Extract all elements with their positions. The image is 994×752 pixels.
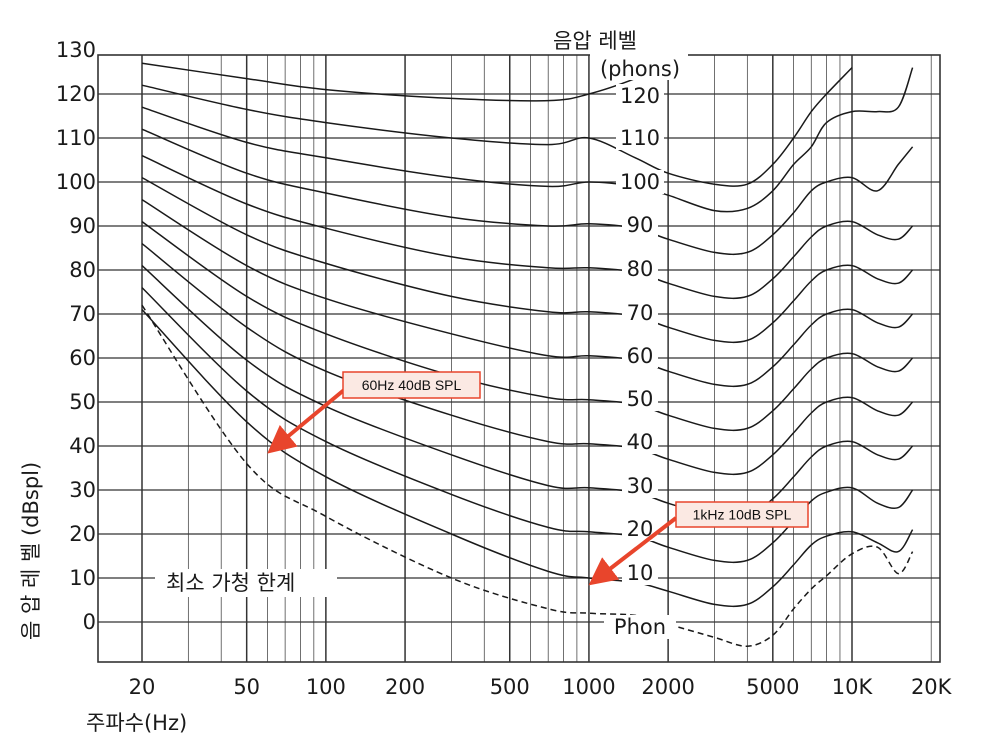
- y-tick-label: 100: [56, 170, 96, 194]
- y-tick-label: 90: [69, 214, 96, 238]
- level-label-bg: [622, 301, 658, 325]
- x-tick-label: 5000: [746, 675, 799, 699]
- y-tick-label: 10: [69, 566, 96, 590]
- y-tick-labels: 0 10 20 30 40 50 60 70 80 90 100 110 120 130: [56, 38, 96, 634]
- level-label-bg: [622, 474, 658, 498]
- annotation-arrow: [267, 388, 346, 454]
- y-tick-label: 70: [69, 302, 96, 326]
- curve-70: [141, 176, 914, 344]
- curve-50: [141, 220, 914, 432]
- legend-title-bg: [590, 50, 688, 80]
- x-tick-label: 10K: [832, 675, 874, 699]
- y-tick-label: 0: [83, 610, 96, 634]
- level-label-bg: [622, 430, 658, 454]
- level-label-70: 70: [627, 301, 654, 325]
- curve-60: [141, 198, 914, 388]
- x-tick-label: 1000: [562, 675, 615, 699]
- level-label-90: 90: [627, 213, 654, 237]
- y-tick-label: 130: [56, 38, 96, 62]
- curve-100: [141, 67, 914, 213]
- level-label-bg: [622, 213, 658, 237]
- level-label-80: 80: [627, 257, 654, 281]
- level-label-120: 120: [620, 84, 660, 108]
- y-tick-label: 80: [69, 258, 96, 282]
- x-tick-label: 100: [306, 675, 346, 699]
- level-label-40: 40: [627, 430, 654, 454]
- y-tick-label: 120: [56, 82, 96, 106]
- y-axis-title: 음 압 레 벨 (dBspl): [19, 462, 43, 640]
- y-tick-label: 20: [69, 522, 96, 546]
- level-label-bg: [622, 344, 658, 368]
- y-tick-label: 60: [69, 346, 96, 370]
- x-tick-label: 200: [385, 675, 425, 699]
- x-tick-label: 2000: [641, 675, 694, 699]
- y-tick-label: 30: [69, 478, 96, 502]
- curve-phon: [141, 304, 914, 647]
- threshold-label: 최소 가청 한계: [166, 571, 295, 595]
- curves: [141, 62, 914, 647]
- annotation-label: 1kHz 10dB SPL: [693, 507, 792, 523]
- x-tick-label: 20: [129, 675, 156, 699]
- annotation-label: 60Hz 40dB SPL: [362, 377, 462, 393]
- curve-10: [141, 309, 914, 608]
- x-axis-title: 주파수(Hz): [86, 711, 187, 735]
- level-label-bg: [616, 84, 664, 108]
- annotation-box: [675, 501, 809, 528]
- level-label-50: 50: [627, 387, 654, 411]
- legend-title-line1: 음압 레벨: [553, 29, 637, 53]
- curve-40: [141, 243, 914, 476]
- level-label-30: 30: [627, 474, 654, 498]
- curve-120: [141, 62, 669, 102]
- x-tick-label: 50: [233, 675, 260, 699]
- curve-90: [141, 128, 914, 256]
- level-label-100: 100: [620, 170, 660, 194]
- threshold-label-bg: [155, 569, 337, 597]
- level-label-10: 10: [627, 561, 654, 585]
- level-label-bg: [622, 257, 658, 281]
- level-label-bg: [616, 126, 664, 150]
- curve-80: [141, 154, 914, 300]
- level-label-110: 110: [620, 126, 660, 150]
- y-tick-label: 50: [69, 390, 96, 414]
- x-tick-label: 20K: [911, 675, 953, 699]
- level-label-bg: [616, 170, 664, 194]
- x-tick-labels: 20 50 100 200 500 1000 2000 5000 10K 20K: [129, 675, 953, 699]
- legend-title-line2: (phons): [600, 57, 680, 81]
- level-label-60: 60: [627, 344, 654, 368]
- curve-20: [141, 287, 914, 564]
- level-label-bg: [622, 387, 658, 411]
- annotation-box: [342, 371, 481, 399]
- level-label-phon: Phon: [614, 615, 666, 639]
- level-label-bg: [622, 561, 658, 585]
- y-tick-label: 40: [69, 434, 96, 458]
- curve-110: [141, 67, 853, 187]
- level-label-bg: [604, 615, 676, 639]
- y-tick-label: 110: [56, 126, 96, 150]
- annotations: 60Hz 40dB SPL 1kHz 10dB SPL: [267, 371, 809, 586]
- annotation-arrow: [588, 516, 678, 586]
- x-tick-label: 500: [490, 675, 530, 699]
